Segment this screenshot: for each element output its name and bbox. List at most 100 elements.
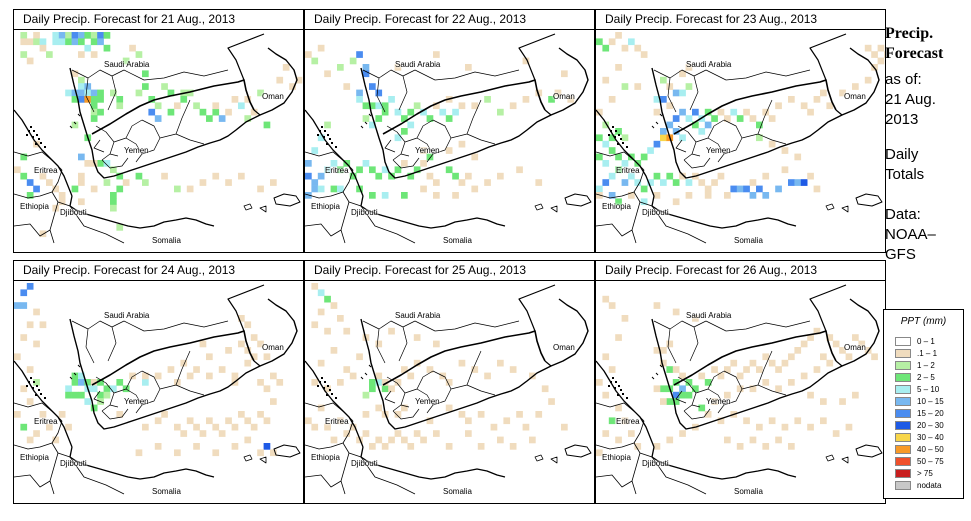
precip-cell	[90, 404, 98, 412]
precip-cell	[270, 179, 277, 186]
precip-cell	[14, 302, 21, 309]
precip-cell	[749, 359, 757, 367]
precip-cell	[839, 89, 846, 97]
precip-cell	[206, 353, 213, 361]
precip-cell	[877, 57, 885, 65]
country-label-yemen: Yemen	[706, 146, 731, 155]
precip-cell	[103, 385, 111, 393]
precip-cell	[388, 96, 395, 103]
precip-cell	[788, 96, 795, 103]
precip-cell	[666, 121, 674, 129]
precip-cell	[781, 359, 789, 367]
precip-cell	[845, 423, 853, 431]
precip-cell	[621, 44, 629, 52]
precip-cell	[640, 185, 648, 193]
precip-cell	[615, 334, 622, 341]
precip-cell	[110, 198, 117, 206]
precip-cell	[26, 436, 34, 444]
precip-cell	[244, 96, 252, 103]
precip-cell	[452, 172, 459, 180]
precip-cell	[180, 430, 188, 437]
precip-cell	[129, 44, 136, 52]
precip-cell	[749, 115, 757, 122]
precip-cell	[407, 172, 415, 180]
precip-cell	[762, 379, 770, 386]
country-label-yemen: Yemen	[415, 397, 440, 406]
precip-cell	[445, 147, 453, 154]
legend-label: 1 – 2	[917, 361, 935, 370]
precip-cell	[775, 366, 782, 373]
precip-cell	[704, 121, 712, 129]
panel-title: Daily Precip. Forecast for 25 Aug., 2013	[304, 260, 595, 281]
precip-cell	[672, 308, 680, 316]
precip-cell	[388, 385, 395, 393]
precip-cell	[375, 172, 383, 180]
country-label-somalia: Somalia	[152, 487, 181, 496]
outline-path	[69, 298, 298, 430]
legend-swatch	[895, 361, 911, 370]
outline-path	[825, 454, 849, 464]
outline-path	[835, 360, 843, 367]
precip-cell	[311, 321, 319, 329]
precip-cell	[122, 57, 130, 65]
precip-cell	[225, 179, 232, 186]
panel-title: Daily Precip. Forecast for 22 Aug., 2013	[304, 9, 595, 30]
precip-cell	[775, 185, 782, 193]
precip-cell	[103, 32, 111, 39]
precip-cell	[852, 334, 859, 341]
precip-cell	[388, 436, 395, 444]
precip-cell	[199, 108, 207, 116]
precip-cell	[238, 102, 245, 110]
precip-cell	[465, 172, 472, 180]
island-dot	[612, 126, 614, 128]
precip-cell	[90, 108, 98, 116]
precip-cell	[238, 172, 245, 180]
island-dot	[608, 134, 610, 136]
precip-cell	[52, 185, 60, 193]
outline-path	[360, 195, 506, 229]
precip-cell	[522, 57, 530, 65]
island-dot	[33, 381, 35, 383]
precip-cell	[311, 283, 319, 290]
precip-cell	[602, 76, 610, 84]
precip-cell	[596, 379, 603, 386]
country-label-yemen: Yemen	[124, 146, 149, 155]
country-label-saudi: Saudi Arabia	[395, 311, 441, 320]
precip-cell	[330, 347, 338, 354]
precip-cell	[762, 443, 770, 450]
precip-cell	[653, 172, 661, 180]
precip-cell	[337, 315, 344, 322]
precip-cell	[465, 430, 472, 437]
outline-path	[14, 151, 125, 244]
precip-cell	[608, 134, 616, 142]
precip-cell	[33, 308, 40, 316]
island-dot	[622, 393, 624, 395]
precip-cell	[394, 430, 402, 437]
precip-cell	[71, 185, 79, 193]
precip-cell	[212, 102, 220, 110]
island-dot	[327, 385, 329, 387]
precip-cell	[20, 172, 28, 180]
precip-cell	[497, 172, 504, 180]
precip-cell	[116, 379, 124, 386]
precip-cell	[97, 89, 104, 97]
island-dot	[30, 126, 32, 128]
precip-cell	[78, 172, 85, 180]
precip-cell	[807, 391, 814, 399]
island-dot	[329, 138, 331, 140]
precip-cell	[154, 372, 162, 380]
precip-cell	[84, 83, 92, 90]
precip-cell	[615, 128, 622, 135]
precip-cell	[608, 366, 616, 373]
precip-cell	[394, 134, 402, 142]
precip-cell	[679, 172, 686, 180]
outline-path	[534, 454, 558, 464]
precip-cell	[46, 179, 53, 186]
precip-cell	[65, 89, 72, 97]
precip-map: Saudi Arabia Oman Yemen Eritrea Ethiopia Djib…	[304, 281, 595, 504]
outline-path	[227, 33, 265, 81]
outline-path	[14, 109, 73, 197]
precip-cell	[356, 51, 363, 58]
precip-cell	[250, 353, 258, 361]
precip-cell	[324, 327, 331, 335]
